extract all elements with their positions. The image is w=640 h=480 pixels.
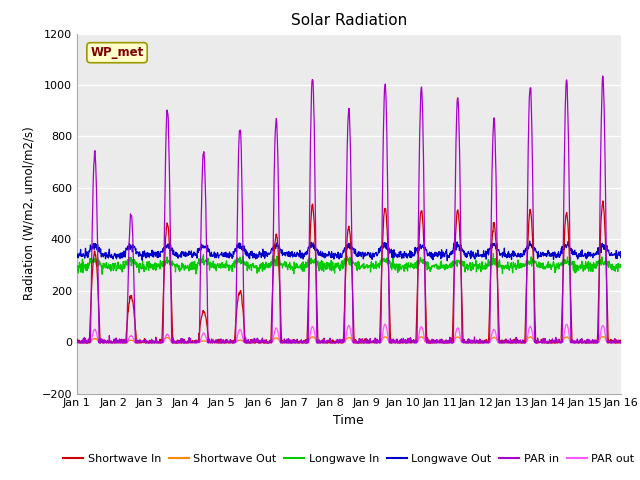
Text: WP_met: WP_met [90,46,143,59]
Legend: Shortwave In, Shortwave Out, Longwave In, Longwave Out, PAR in, PAR out: Shortwave In, Shortwave Out, Longwave In… [59,450,639,468]
Y-axis label: Radiation (W/m2, umol/m2/s): Radiation (W/m2, umol/m2/s) [23,127,36,300]
Title: Solar Radiation: Solar Radiation [291,13,407,28]
X-axis label: Time: Time [333,414,364,427]
